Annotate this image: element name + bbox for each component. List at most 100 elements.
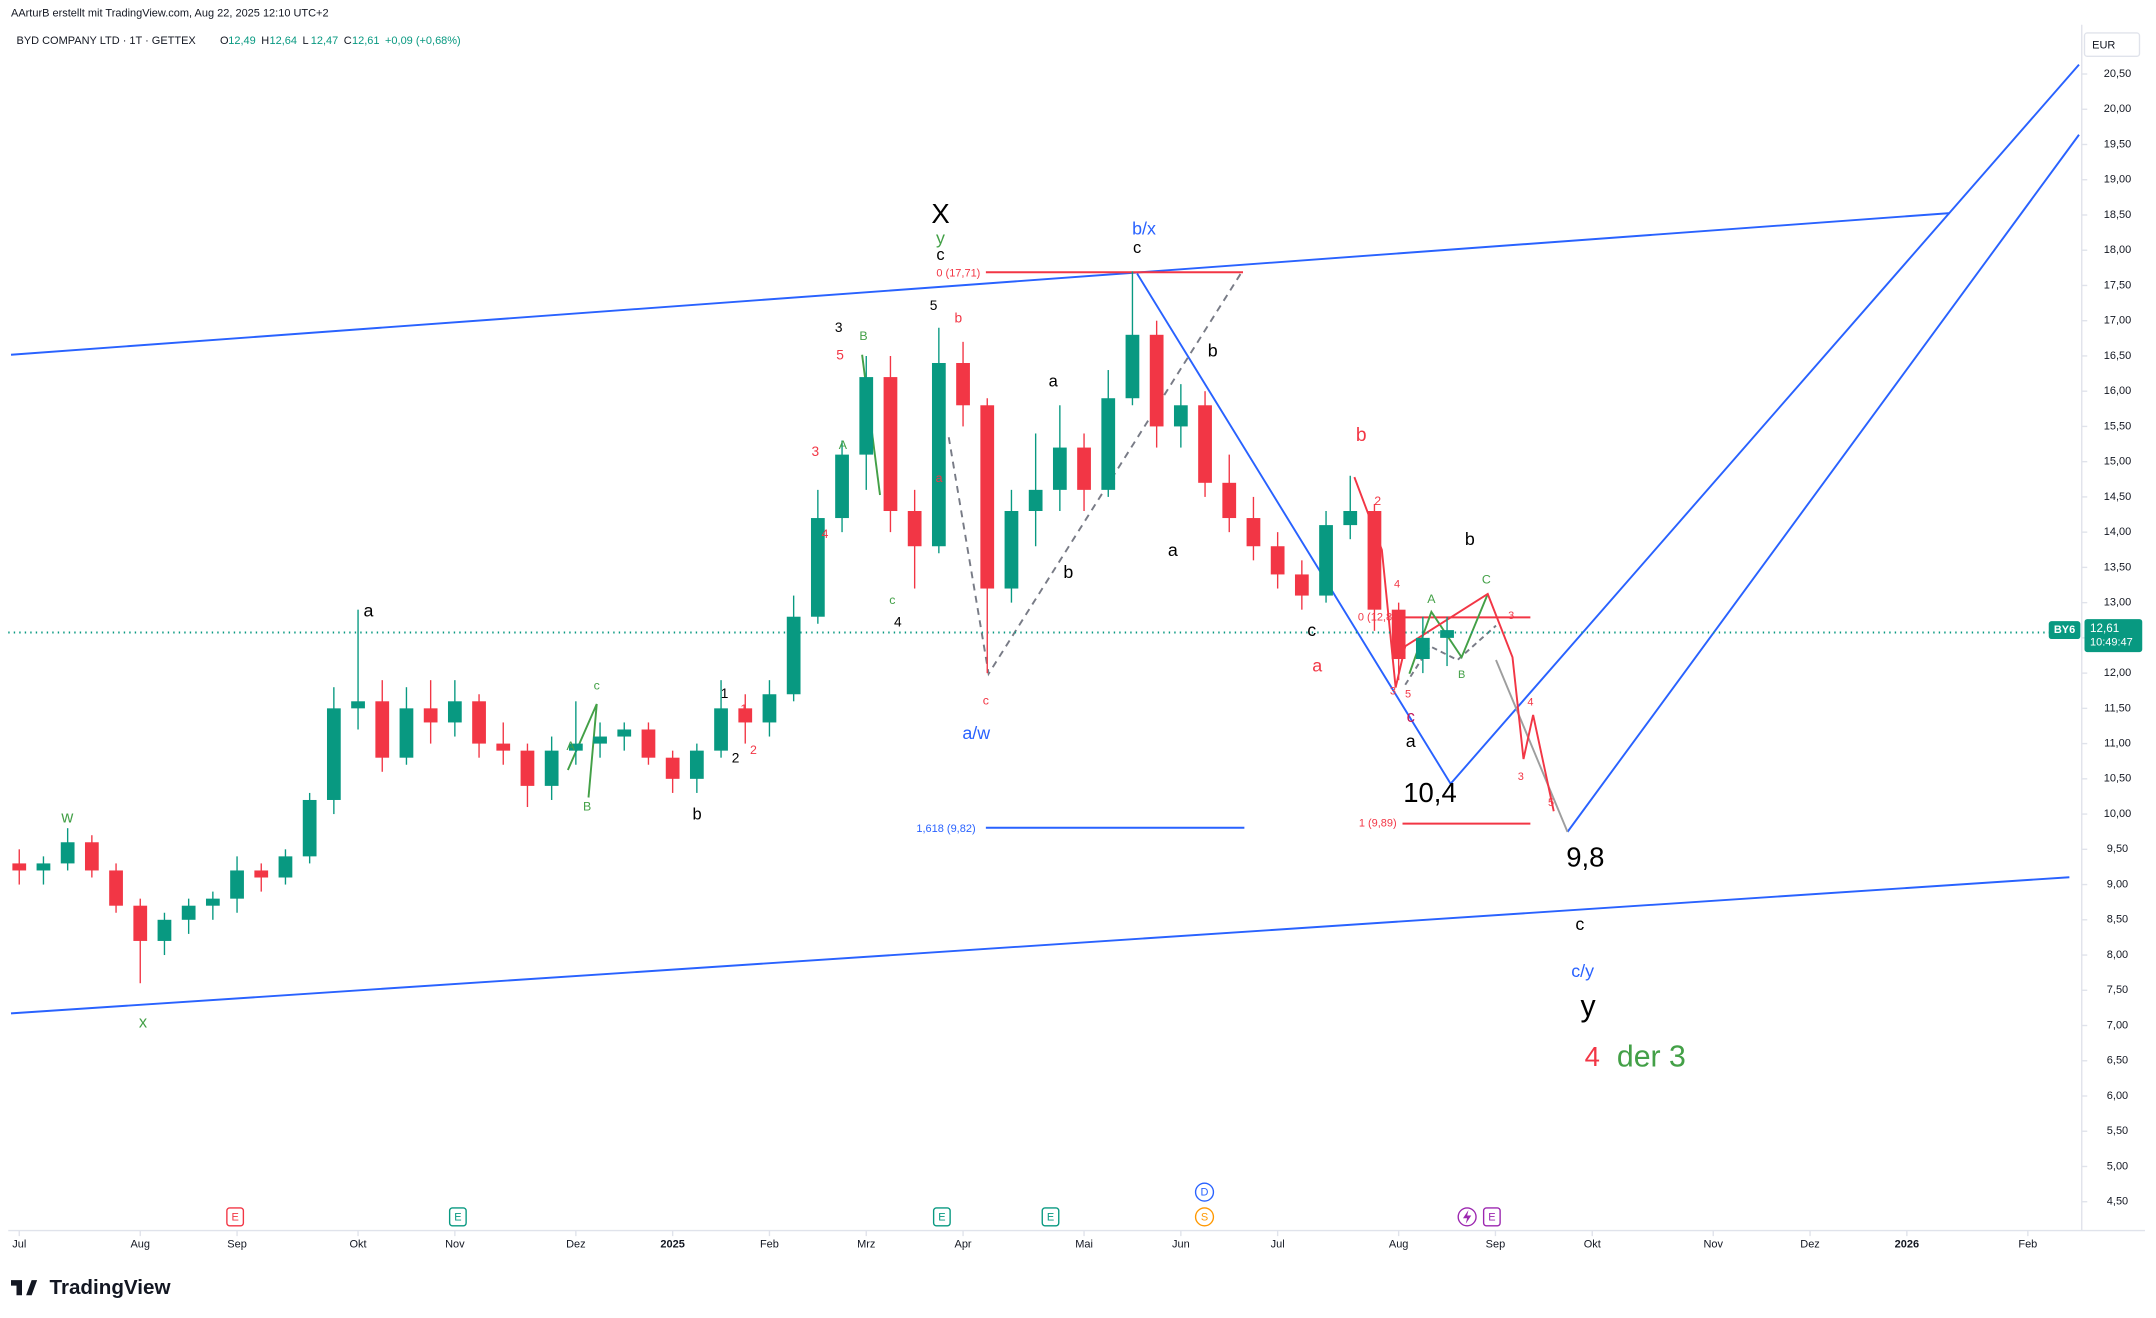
wave-label: c [889, 593, 895, 607]
y-tick-label: 11,00 [2104, 737, 2131, 749]
y-tick-label: 20,50 [2104, 68, 2132, 80]
dashed-triangle [1404, 624, 1497, 686]
currency-box[interactable] [2083, 32, 2141, 58]
candle-body [1319, 525, 1333, 596]
wave-label: b [1063, 562, 1073, 582]
price-tag-countdown: 10:49:47 [2090, 636, 2133, 648]
candle-body [810, 518, 825, 617]
wave-line [1353, 476, 1555, 812]
ohlc-change: +0,09 (+0,68%) [385, 35, 461, 47]
wave-label: a [1312, 656, 1322, 676]
wave-label: a [936, 471, 943, 485]
candle-body [133, 905, 148, 941]
wave-label: a [1049, 373, 1059, 391]
candle-body [399, 708, 414, 758]
ohlc-value: 12,61 [352, 35, 379, 47]
candle-body [714, 708, 728, 751]
dashed-triangle [947, 271, 1243, 677]
wave-label: 3 [1508, 610, 1514, 622]
candle-body [36, 863, 51, 871]
candle-body [859, 377, 874, 455]
candle-body [447, 701, 462, 723]
wave-label: a [1406, 731, 1416, 751]
drawings [8, 63, 2082, 1015]
y-tick-label: 18,00 [2104, 244, 2132, 256]
logo-text[interactable]: TradingView [50, 1276, 172, 1299]
wave-label: c [1407, 708, 1415, 726]
y-tick-label: 5,00 [2107, 1160, 2128, 1172]
wave-label: 4 [822, 527, 829, 541]
candle-body [1004, 511, 1019, 589]
wave-label: 2 [750, 743, 757, 757]
wave-label: 1 [721, 686, 729, 701]
wave-label: 3 [835, 320, 843, 335]
ohlc-label: C [344, 35, 352, 47]
event-marker[interactable] [1482, 1207, 1501, 1227]
x-tick-label: 2025 [660, 1238, 684, 1250]
logo-mark[interactable] [11, 1280, 38, 1296]
x-tick-label: Okt [350, 1238, 367, 1250]
x-tick-label: Nov [445, 1238, 465, 1250]
candle-body [1198, 405, 1212, 483]
wave-label: c [1133, 239, 1141, 257]
candle-body [1270, 546, 1285, 575]
candle-body [835, 454, 849, 519]
y-tick-label: 9,00 [2107, 878, 2128, 890]
x-tick-label: Dez [1800, 1238, 1820, 1250]
candle-body [278, 856, 293, 878]
event-letter: E [1488, 1211, 1495, 1223]
x-tick-label: Dez [566, 1238, 586, 1250]
event-marker[interactable] [1194, 1182, 1215, 1202]
event-marker[interactable] [932, 1207, 951, 1227]
wave-label: x [139, 1013, 148, 1031]
event-marker[interactable] [226, 1207, 245, 1227]
y-tick-label: 20,00 [2104, 103, 2132, 115]
x-tick-label: Nov [1703, 1238, 1723, 1250]
wave-label: 1 [740, 702, 747, 716]
event-marker[interactable] [1194, 1207, 1215, 1227]
candle-body [641, 729, 656, 758]
ohlc-value: 12,47 [311, 35, 339, 47]
ticker-label: BY6 [2054, 624, 2075, 636]
wave-label: 2 [1374, 494, 1381, 508]
x-tick-label: Aug [130, 1238, 150, 1250]
event-letter: E [454, 1211, 461, 1223]
y-tick-label: 19,00 [2104, 174, 2132, 186]
wave-label: w [60, 808, 73, 826]
wave-label: X [931, 198, 949, 229]
x-tick-label: Apr [955, 1238, 972, 1250]
x-tick-label: Feb [2018, 1238, 2037, 1250]
candle-body [326, 708, 341, 800]
candle-body [230, 870, 244, 899]
candle-body [302, 799, 317, 857]
candle-body [786, 616, 801, 695]
y-tick-label: 12,00 [2104, 667, 2132, 679]
x-tick-label: Jul [12, 1238, 26, 1250]
wave-label: 0 (12,8 [1358, 611, 1392, 623]
candle-body [1440, 630, 1454, 638]
wave-label: y [1581, 990, 1597, 1023]
x-tick-label: Jun [1172, 1238, 1190, 1250]
event-letter: E [231, 1211, 238, 1223]
candle-body [205, 898, 220, 906]
wave-label: 2 [732, 751, 740, 766]
y-tick-label: 7,50 [2107, 984, 2128, 996]
currency-label[interactable]: EUR [2092, 39, 2115, 51]
event-marker[interactable] [448, 1207, 467, 1227]
wave-label: 3 [812, 444, 820, 459]
wave-label: 3 [1518, 771, 1524, 783]
logo[interactable]: TradingView [11, 1276, 171, 1299]
event-marker[interactable] [1041, 1207, 1060, 1227]
x-tick-label: Aug [1389, 1238, 1409, 1250]
wave-label: 1,618 (9,82) [916, 823, 975, 835]
wave-label: 1 (9,89) [1359, 818, 1397, 830]
y-tick-label: 8,50 [2107, 914, 2128, 926]
candle-body [1052, 447, 1067, 490]
wave-label: 10,4 [1403, 777, 1457, 808]
y-tick-label: 15,50 [2104, 420, 2132, 432]
candle-body [351, 701, 365, 709]
x-tick-label: Feb [760, 1238, 779, 1250]
author-line: AArturB erstellt mit TradingView.com, Au… [11, 8, 329, 20]
